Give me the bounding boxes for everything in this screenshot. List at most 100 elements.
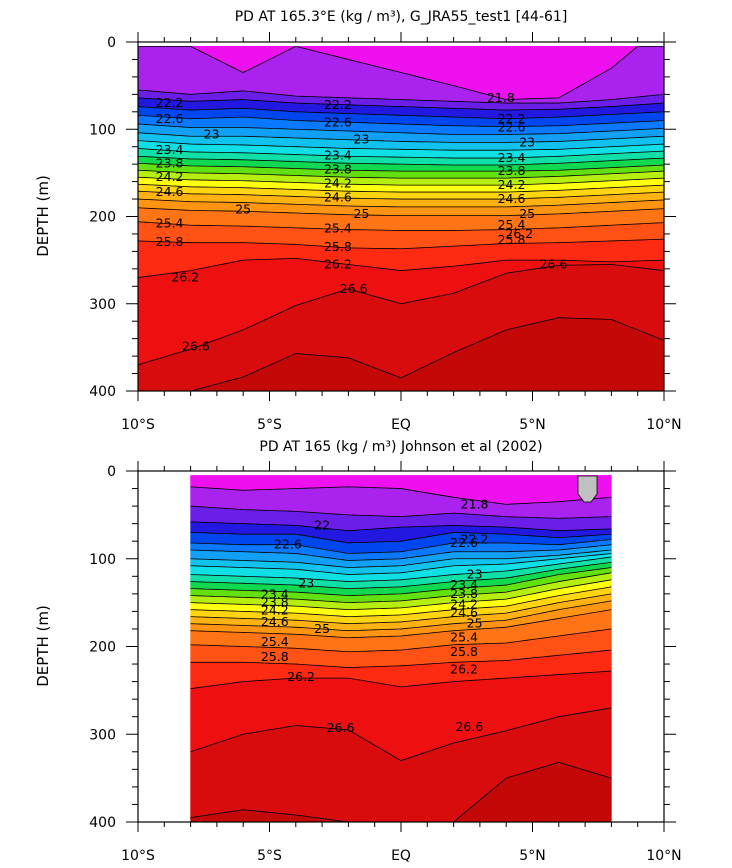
x-tick-label: 10°S xyxy=(121,417,155,433)
contour-label: 23 xyxy=(519,134,535,149)
contour-label: 25.8 xyxy=(156,234,184,249)
contour-label: 22.6 xyxy=(450,535,478,550)
contour-label: 22.6 xyxy=(274,537,302,552)
contour-label: 22.6 xyxy=(156,111,184,126)
contour-line xyxy=(190,553,612,575)
contour-line xyxy=(138,140,664,151)
contour-label: 25.4 xyxy=(498,217,526,232)
contour-label: 25 xyxy=(354,206,370,221)
contour-label: 25 xyxy=(467,616,483,631)
contour-label: 22.2 xyxy=(498,111,526,126)
contour-line xyxy=(138,190,664,200)
y-tick-label: 400 xyxy=(89,815,116,831)
contour-line xyxy=(190,628,612,653)
contour-label: 26.2 xyxy=(324,257,352,272)
contour-label: 23.4 xyxy=(261,587,289,602)
contour-label: 25.4 xyxy=(156,216,184,231)
contour-label: 22 xyxy=(314,517,330,532)
contour-lines xyxy=(190,486,612,822)
contour-label: 21.8 xyxy=(461,496,489,511)
contour-line xyxy=(190,532,612,544)
contour-line xyxy=(138,162,664,172)
contour-line xyxy=(138,114,664,128)
y-tick-label: 200 xyxy=(89,210,116,226)
contour-line xyxy=(190,486,612,505)
contour-label: 25 xyxy=(519,206,535,221)
contour-label: 22.2 xyxy=(461,531,489,546)
contour-line xyxy=(190,761,612,822)
contour-line xyxy=(138,97,664,111)
contour-label: 23 xyxy=(298,575,314,590)
contour-label: 25.8 xyxy=(324,239,352,254)
contour-lines xyxy=(138,45,664,391)
contour-line xyxy=(190,707,612,762)
contour-label: 26.2 xyxy=(450,661,478,676)
x-tick-label: 10°N xyxy=(646,417,681,433)
contour-label: 25 xyxy=(235,202,251,217)
contour-label: 22.6 xyxy=(324,114,352,129)
y-tick-label: 400 xyxy=(89,384,116,400)
x-tick-label: 10°S xyxy=(121,848,155,864)
x-tick-label: EQ xyxy=(391,417,411,433)
contour-label: 25.8 xyxy=(261,649,289,664)
contour-label: 24.2 xyxy=(156,169,184,184)
contour-line xyxy=(138,89,664,104)
contour-line xyxy=(190,670,612,690)
contour-label: 25.4 xyxy=(324,221,352,236)
y-tick-label: 300 xyxy=(89,297,116,313)
contour-label: 26.2 xyxy=(287,669,315,684)
contour-label: 26.6 xyxy=(340,281,368,296)
contour-line xyxy=(138,123,664,135)
contour-line xyxy=(190,586,612,618)
contour-line xyxy=(190,505,612,519)
contour-line xyxy=(190,572,612,604)
contour-line xyxy=(138,257,664,278)
contour-label: 24.2 xyxy=(261,603,289,618)
contour-line xyxy=(138,176,664,186)
x-tick-label: 5°S xyxy=(257,848,282,864)
contour-label: 23.4 xyxy=(324,147,352,162)
contour-label: 26.2 xyxy=(171,270,199,285)
contour-line xyxy=(138,207,664,217)
contour-label: 23 xyxy=(204,127,220,142)
x-tick-label: 5°N xyxy=(519,848,545,864)
contour-line xyxy=(190,521,612,532)
contour-label: 26.2 xyxy=(505,226,533,241)
contour-line xyxy=(138,169,664,179)
contour-label: 23.8 xyxy=(261,595,289,610)
contour-line xyxy=(190,567,612,597)
contour-label: 26.6 xyxy=(182,339,210,354)
contour-label: 22.6 xyxy=(498,120,526,135)
contour-label: 24.2 xyxy=(450,596,478,611)
contour-label: 22.2 xyxy=(156,95,184,110)
y-tick-label: 0 xyxy=(107,35,116,51)
contour-label: 23 xyxy=(467,567,483,582)
contour-line xyxy=(138,106,664,120)
contour-label: 23 xyxy=(354,132,370,147)
contour-label: 24.6 xyxy=(261,614,289,629)
contour-label: 25.4 xyxy=(450,630,478,645)
contour-label: 25.8 xyxy=(498,232,526,247)
contour-line xyxy=(138,148,664,159)
contour-line xyxy=(138,132,664,143)
contour-line xyxy=(138,264,664,366)
contour-line xyxy=(138,183,664,193)
contour-label: 21.8 xyxy=(487,90,515,105)
contour-label: 25.4 xyxy=(261,634,289,649)
x-tick-label: 10°N xyxy=(646,848,681,864)
contour-label: 25.8 xyxy=(450,644,478,659)
axes: 10°S 5°S EQ 5°N 10°N 0 100 200 300 400 xyxy=(89,32,682,433)
chart-title: PD AT 165.3°E (kg / m³), G_JRA55_test1 [… xyxy=(235,9,568,25)
contour-line xyxy=(190,549,612,568)
contour-line xyxy=(190,649,612,668)
contour-label: 24.6 xyxy=(498,191,526,206)
missing-data-patch xyxy=(577,475,598,503)
contour-line xyxy=(138,155,664,166)
x-tick-label: EQ xyxy=(391,848,411,864)
y-tick-label: 100 xyxy=(89,552,116,568)
contour-labels: 22.222.623.423.824.224.625.425.8232526.2… xyxy=(156,90,568,354)
y-tick-label: 300 xyxy=(89,727,116,743)
contour-label: 23.8 xyxy=(450,586,478,601)
